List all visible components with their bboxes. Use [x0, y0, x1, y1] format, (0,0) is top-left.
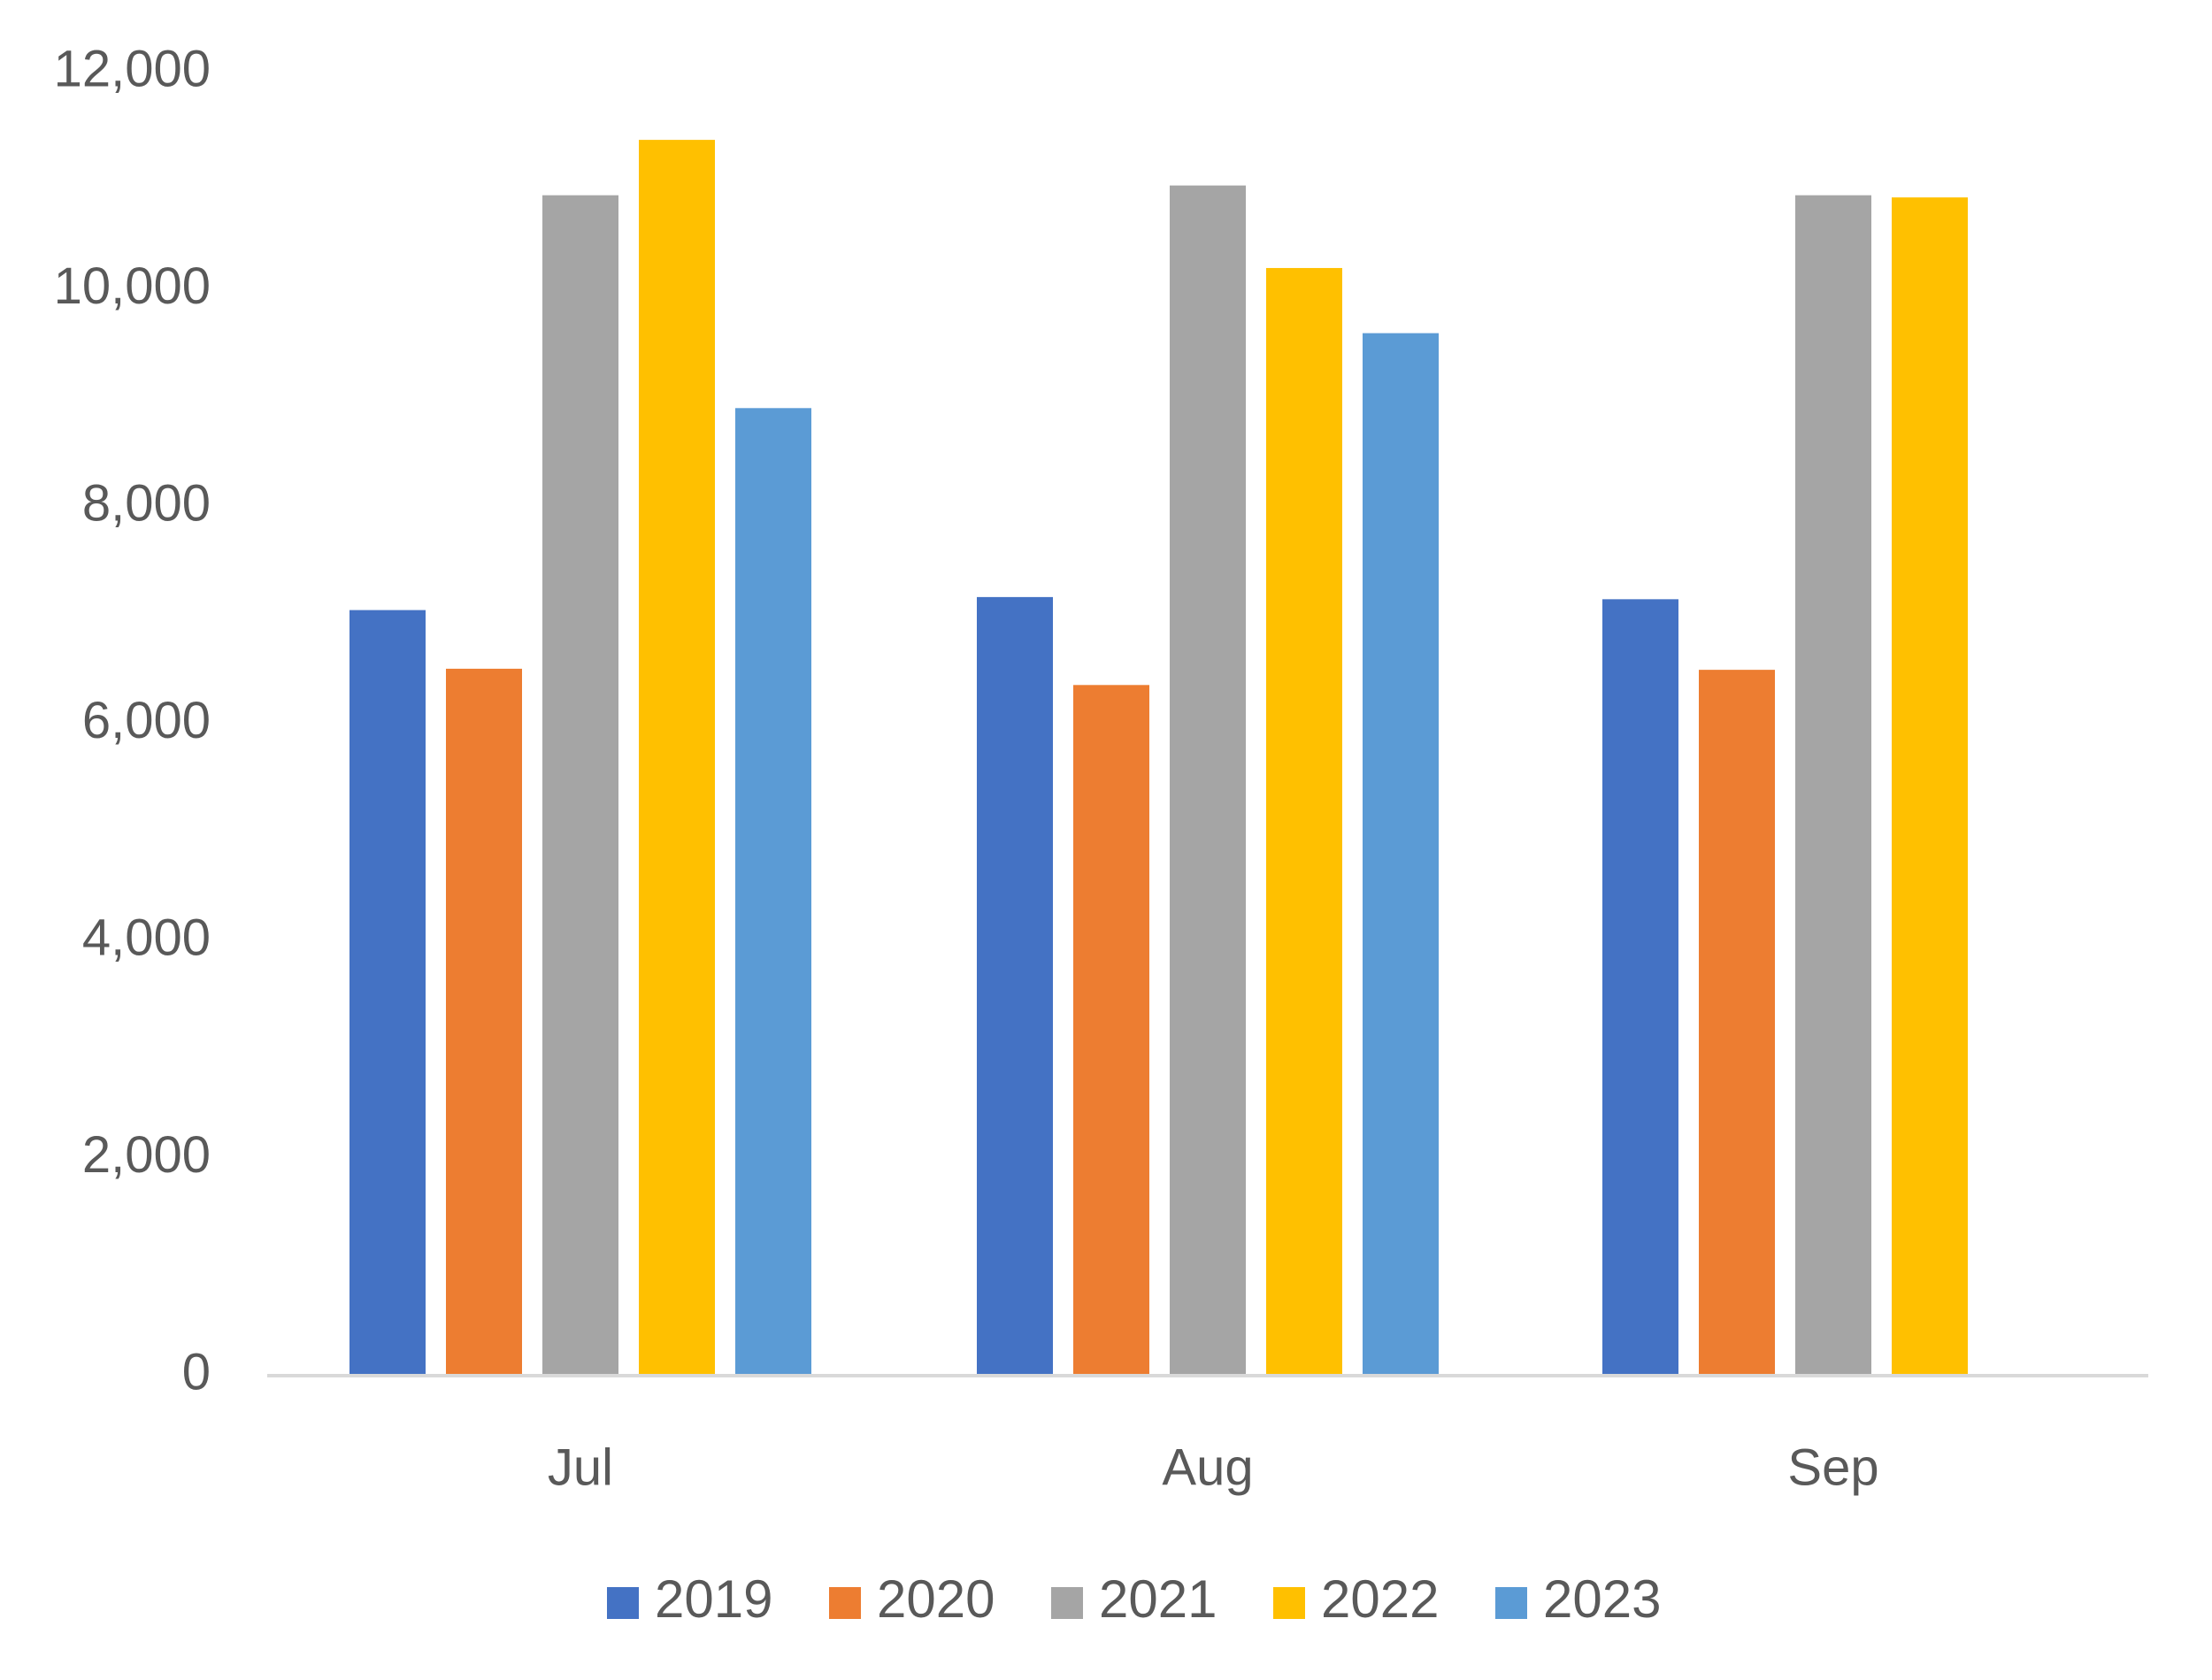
x-axis-ticks: Jul Aug Sep [548, 1438, 1879, 1496]
y-tick-label: 12,000 [54, 40, 211, 97]
bar-sep-2019 [1602, 599, 1678, 1376]
x-tick-label: Jul [548, 1438, 613, 1496]
legend-label: 2023 [1543, 1569, 1661, 1629]
legend-swatch [1273, 1587, 1305, 1619]
legend-label: 2019 [655, 1569, 772, 1629]
bar-sep-2020 [1699, 670, 1775, 1376]
bar-aug-2022 [1266, 267, 1342, 1377]
y-tick-label: 2,000 [82, 1126, 211, 1184]
legend-label: 2022 [1321, 1569, 1439, 1629]
y-tick-label: 8,000 [82, 474, 211, 532]
y-tick-label: 4,000 [82, 909, 211, 966]
legend-swatch [1495, 1587, 1527, 1619]
x-tick-label: Aug [1162, 1438, 1253, 1496]
y-tick-label: 10,000 [54, 257, 211, 315]
legend-swatch [1051, 1587, 1083, 1619]
bar-sep-2022 [1892, 197, 1968, 1377]
legend-label: 2020 [877, 1569, 995, 1629]
bar-sep-2021 [1795, 195, 1871, 1376]
bar-jul-2020 [446, 668, 522, 1376]
y-tick-label: 0 [182, 1343, 211, 1400]
x-tick-label: Sep [1787, 1438, 1878, 1496]
bar-jul-2023 [735, 408, 811, 1376]
legend-item-2020: 2020 [829, 1569, 995, 1629]
legend-swatch [607, 1587, 639, 1619]
bar-aug-2020 [1073, 685, 1149, 1376]
bar-aug-2021 [1170, 185, 1246, 1376]
bar-jul-2019 [349, 610, 426, 1376]
bars [349, 140, 1968, 1377]
bar-aug-2019 [977, 596, 1053, 1376]
legend-item-2021: 2021 [1051, 1569, 1217, 1629]
legend: 2019 2020 2021 2022 2023 [607, 1569, 1661, 1629]
legend-item-2023: 2023 [1495, 1569, 1661, 1629]
legend-label: 2021 [1099, 1569, 1217, 1629]
legend-swatch [829, 1587, 861, 1619]
y-axis-ticks: 0 2,000 4,000 6,000 8,000 10,000 12,000 [54, 40, 211, 1400]
bar-jul-2022 [639, 140, 715, 1377]
legend-item-2019: 2019 [607, 1569, 772, 1629]
bar-jul-2021 [542, 195, 618, 1376]
bar-aug-2023 [1363, 333, 1439, 1377]
legend-item-2022: 2022 [1273, 1569, 1439, 1629]
y-tick-label: 6,000 [82, 692, 211, 749]
